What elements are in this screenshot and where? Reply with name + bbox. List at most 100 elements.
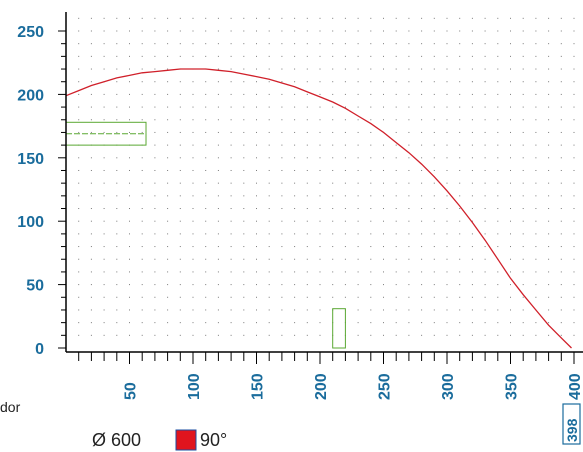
grid-dot [205,169,207,171]
grid-dot [497,322,499,324]
grid-dot [205,322,207,324]
grid-dot [90,258,92,260]
grid-dot [243,182,245,184]
grid-dot [116,271,118,273]
grid-dot [154,119,156,121]
grid-dot [78,195,80,197]
grid-dot [78,30,80,32]
grid-dot [230,144,232,146]
grid-dot [78,131,80,133]
grid-dot [344,106,346,108]
grid-dot [256,208,257,210]
grid-dot [129,296,130,298]
grid-dot [484,144,486,146]
grid-dot [497,309,499,311]
grid-dot [90,195,92,197]
grid-dot [306,43,308,45]
grid-dot [90,182,92,184]
grid-dot [332,81,334,83]
grid-dot [522,334,524,336]
grid-dot [167,208,169,210]
grid-dot [90,233,92,235]
grid-dot [154,334,156,336]
grid-dot [535,195,537,197]
grid-dot [484,106,486,108]
grid-dot [560,144,562,146]
grid-dot [433,195,435,197]
grid-dot [510,81,511,83]
grid-dot [370,55,372,57]
grid-dot [383,246,384,248]
grid-dot [268,195,270,197]
grid-dot [103,17,105,19]
grid-dot [281,284,283,286]
grid-dot [103,246,105,248]
grid-dot [433,233,435,235]
grid-dot [230,43,232,45]
grid-dot [344,296,346,298]
grid-dot [243,17,245,19]
grid-dot [205,258,207,260]
grid-dot [446,17,448,19]
grid-dot [522,284,524,286]
grid-dot [141,157,143,159]
grid-dot [294,208,296,210]
grid-dot [573,144,575,146]
grid-dot [421,220,423,222]
grid-dot [344,246,346,248]
grid-dot [192,233,194,235]
grid-dot [573,220,575,222]
grid-dot [395,93,397,95]
grid-dot [344,284,346,286]
grid-dot [573,81,575,83]
grid-dot [294,93,296,95]
grid-dot [535,55,537,57]
grid-dot [116,195,118,197]
grid-dot [154,309,156,311]
grid-dot [510,106,511,108]
curve-layer [65,68,572,349]
grid-dot [103,220,105,222]
grid-dot [217,296,219,298]
grid-dot [230,68,232,70]
grid-dot [116,157,118,159]
grid-dot [421,55,423,57]
grid-dot [294,119,296,121]
grid-dot [370,182,372,184]
grid-dot [256,169,257,171]
grid-dot [357,81,359,83]
grid-dot [548,131,550,133]
grid-dot [573,258,575,260]
grid-dot [510,208,511,210]
grid-dot [141,284,143,286]
grid-dot [497,30,499,32]
grid-dot [116,131,118,133]
grid-dot [433,271,435,273]
grid-dot [395,43,397,45]
grid-dot [243,246,245,248]
grid-dot [484,93,486,95]
grid-dot [243,271,245,273]
grid-dot [306,246,308,248]
grid-dot [421,195,423,197]
grid-dot [471,106,473,108]
grid-dot [192,309,194,311]
grid-dot [433,208,435,210]
grid-dot [573,334,575,336]
grid-dot [205,43,207,45]
grid-dot [484,30,486,32]
grid-dot [78,334,80,336]
grid-dot [154,322,156,324]
grid-dot [78,258,80,260]
grid-dot [256,43,257,45]
grid-dot [268,296,270,298]
grid-dot [535,208,537,210]
grid-dot [522,182,524,184]
grid-dot [78,106,80,108]
grid-dot [294,220,296,222]
grid-dot [408,68,410,70]
grid-dot [78,43,80,45]
grid-dot [281,309,283,311]
grid-dot [408,195,410,197]
